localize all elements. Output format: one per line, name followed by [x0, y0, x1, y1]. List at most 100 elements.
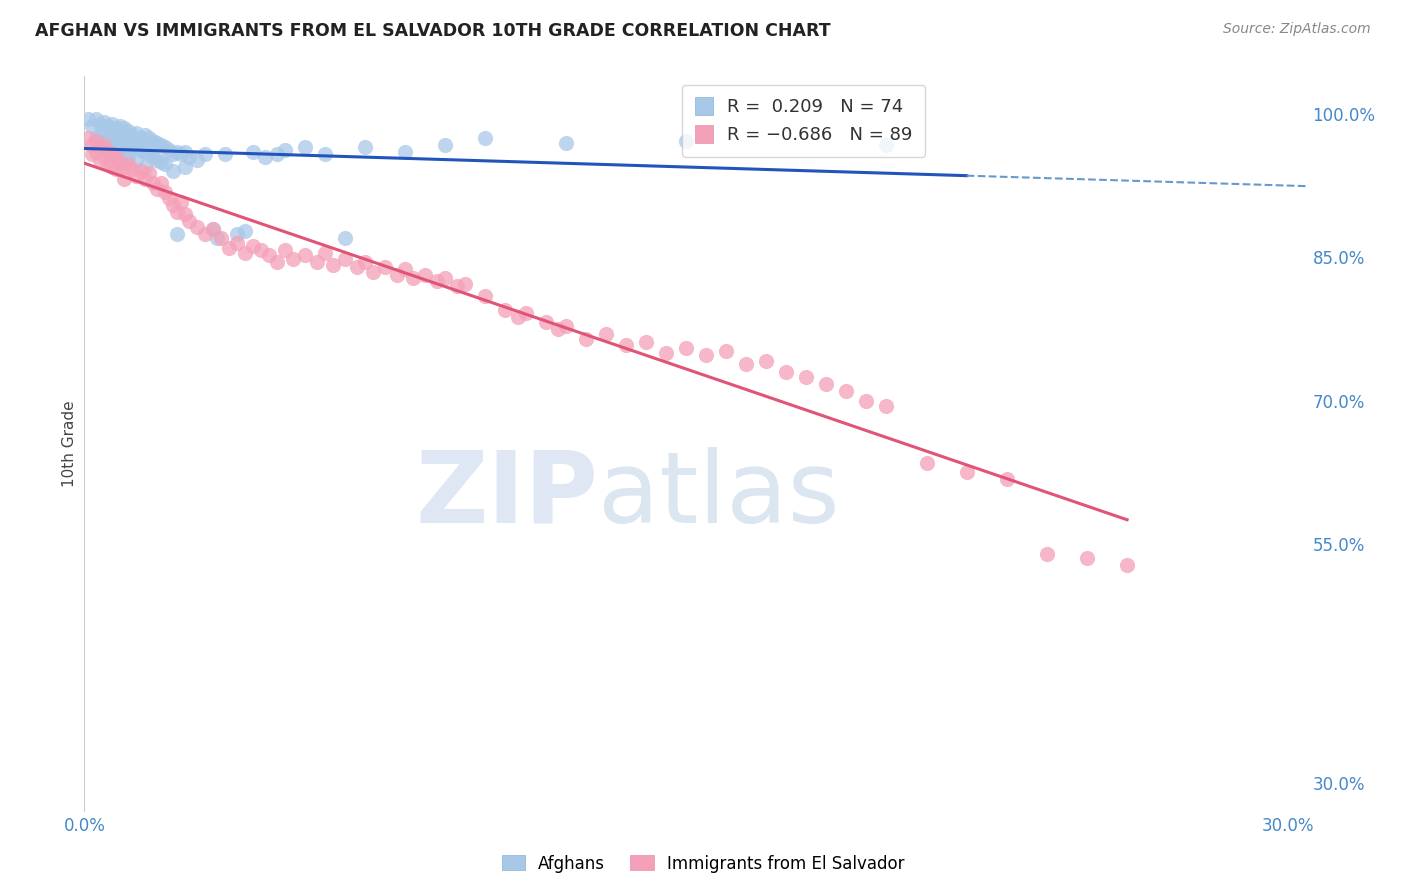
Point — [105, 150, 128, 164]
Point — [735, 358, 758, 372]
Point — [177, 214, 200, 228]
Point — [121, 140, 143, 154]
Point — [333, 252, 356, 267]
Point — [506, 310, 529, 324]
Point — [97, 119, 120, 133]
Point — [1076, 551, 1098, 566]
Point — [114, 172, 136, 186]
Point — [714, 344, 737, 359]
Point — [354, 255, 377, 269]
Point — [117, 124, 139, 138]
Point — [995, 472, 1018, 486]
Point — [225, 227, 247, 241]
Point — [129, 131, 152, 145]
Point — [101, 137, 124, 152]
Point — [374, 260, 396, 274]
Point — [145, 136, 167, 150]
Point — [775, 365, 797, 379]
Point — [394, 261, 416, 276]
Point — [166, 227, 188, 241]
Point — [162, 147, 184, 161]
Point — [117, 157, 139, 171]
Point — [153, 157, 176, 171]
Point — [149, 176, 172, 190]
Point — [186, 219, 208, 234]
Point — [105, 121, 128, 136]
Point — [101, 117, 124, 131]
Point — [956, 466, 979, 480]
Point — [815, 376, 838, 391]
Point — [314, 147, 336, 161]
Legend: Afghans, Immigrants from El Salvador: Afghans, Immigrants from El Salvador — [495, 848, 911, 880]
Point — [875, 399, 897, 413]
Y-axis label: 10th Grade: 10th Grade — [62, 401, 77, 487]
Point — [294, 140, 316, 154]
Point — [153, 186, 176, 200]
Point — [153, 140, 176, 154]
Point — [97, 157, 120, 171]
Point — [547, 322, 569, 336]
Point — [322, 258, 344, 272]
Point — [86, 131, 108, 145]
Point — [149, 137, 172, 152]
Point — [915, 456, 938, 470]
Point — [97, 131, 120, 145]
Point — [129, 164, 152, 178]
Point — [114, 147, 136, 161]
Point — [134, 172, 156, 186]
Point — [149, 154, 172, 169]
Point — [305, 255, 328, 269]
Point — [110, 154, 132, 169]
Point — [201, 221, 224, 235]
Point — [141, 134, 163, 148]
Point — [89, 140, 111, 154]
Point — [1116, 558, 1139, 573]
Point — [82, 147, 104, 161]
Point — [145, 181, 167, 195]
Point — [274, 243, 297, 257]
Point — [242, 239, 264, 253]
Point — [655, 346, 678, 360]
Point — [214, 147, 236, 161]
Text: ZIP: ZIP — [415, 447, 598, 544]
Point — [855, 393, 877, 408]
Point — [166, 145, 188, 160]
Point — [101, 160, 124, 174]
Point — [93, 114, 115, 128]
Point — [89, 117, 111, 131]
Point — [162, 164, 184, 178]
Point — [634, 334, 657, 349]
Point — [575, 332, 598, 346]
Point — [93, 150, 115, 164]
Point — [169, 147, 191, 161]
Point — [93, 124, 115, 138]
Point — [434, 271, 457, 285]
Point — [169, 194, 191, 209]
Point — [675, 134, 697, 148]
Point — [125, 169, 148, 184]
Point — [534, 315, 557, 329]
Point — [794, 369, 817, 384]
Point — [125, 126, 148, 140]
Point — [233, 224, 256, 238]
Point — [86, 134, 108, 148]
Point — [205, 231, 228, 245]
Point — [101, 147, 124, 161]
Point — [218, 241, 240, 255]
Point — [162, 198, 184, 212]
Point — [614, 338, 637, 352]
Point — [138, 166, 160, 180]
Point — [474, 288, 496, 302]
Point — [97, 145, 120, 160]
Point — [402, 271, 425, 285]
Point — [105, 145, 128, 160]
Point — [82, 119, 104, 133]
Point — [434, 137, 457, 152]
Legend: R =  0.209   N = 74, R = −0.686   N = 89: R = 0.209 N = 74, R = −0.686 N = 89 — [682, 85, 925, 157]
Point — [875, 137, 897, 152]
Point — [835, 384, 858, 399]
Point — [173, 145, 195, 160]
Point — [125, 153, 148, 167]
Point — [157, 144, 180, 158]
Point — [225, 236, 247, 251]
